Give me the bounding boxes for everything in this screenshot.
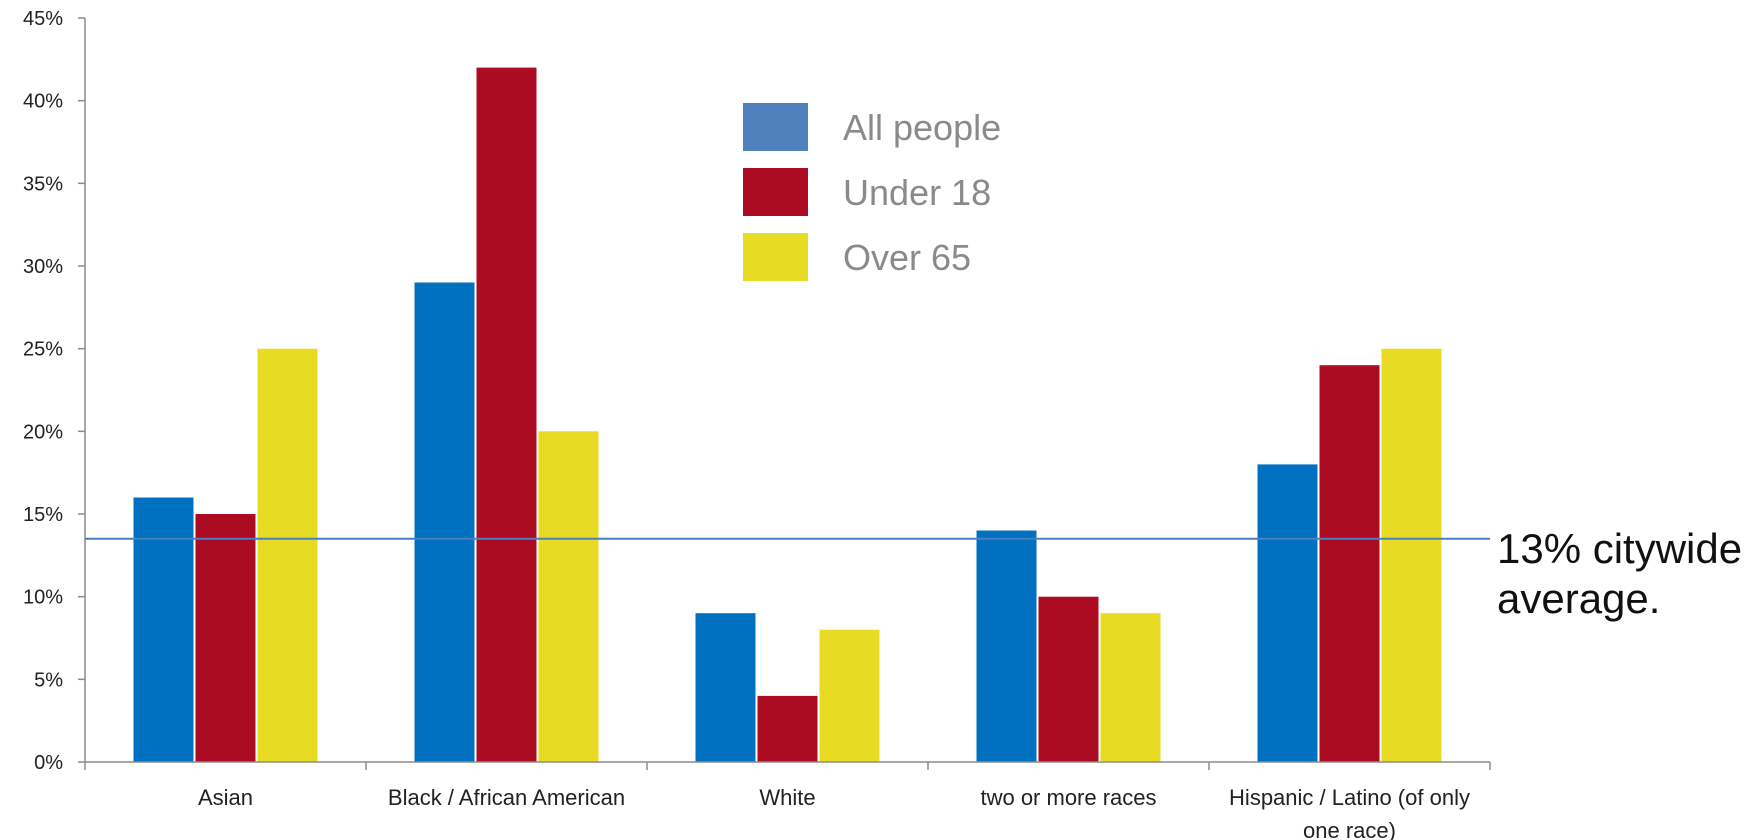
bar-over-65-4: [1381, 348, 1442, 762]
bar-under-18-0: [195, 514, 256, 762]
bar-over-65-3: [1100, 613, 1161, 762]
x-category-label: two or more races: [980, 785, 1156, 810]
legend-swatch: [743, 103, 808, 151]
x-category-label: White: [759, 785, 815, 810]
y-tick-label: 25%: [23, 339, 63, 361]
y-tick-label: 15%: [23, 504, 63, 526]
legend-label: All people: [843, 107, 1001, 148]
bar-under-18-4: [1319, 365, 1380, 762]
y-tick-label: 45%: [23, 8, 63, 30]
bar-all-people-2: [695, 613, 756, 762]
bar-group: [133, 67, 1442, 763]
legend-swatch: [743, 168, 808, 216]
y-tick-label: 30%: [23, 256, 63, 278]
x-axis-labels: Asian Black / African American White two or…: [198, 785, 1470, 840]
legend-label: Over 65: [843, 237, 971, 278]
bar-under-18-2: [757, 695, 818, 762]
axes: [78, 17, 1491, 770]
bar-under-18-1: [476, 67, 537, 763]
bar-all-people-3: [976, 530, 1037, 762]
bar-all-people-1: [414, 282, 475, 762]
bar-over-65-2: [819, 629, 880, 762]
y-tick-label: 0%: [34, 752, 63, 774]
average-annotation-label: average.: [1497, 575, 1660, 622]
x-category-label: one race): [1303, 818, 1396, 840]
y-tick-label: 5%: [34, 669, 63, 691]
y-tick-label: 20%: [23, 421, 63, 443]
y-tick-label: 10%: [23, 587, 63, 609]
bar-over-65-1: [538, 431, 599, 762]
bar-all-people-0: [133, 497, 194, 762]
legend-swatch: [743, 233, 808, 281]
legend: All people Under 18 Over 65: [743, 103, 1001, 281]
legend-label: Under 18: [843, 172, 991, 213]
y-axis-ticks: 0% 5% 10% 15% 20% 25% 30% 35% 40% 45%: [23, 8, 63, 774]
bar-under-18-3: [1038, 596, 1099, 762]
average-annotation-label: 13% citywide: [1497, 525, 1742, 572]
x-category-label: Asian: [198, 785, 253, 810]
y-tick-label: 35%: [23, 173, 63, 195]
y-tick-label: 40%: [23, 91, 63, 113]
bar-over-65-0: [257, 348, 318, 762]
x-category-label: Black / African American: [388, 785, 625, 810]
bar-all-people-4: [1257, 464, 1318, 762]
x-category-label: Hispanic / Latino (of only: [1229, 785, 1470, 810]
